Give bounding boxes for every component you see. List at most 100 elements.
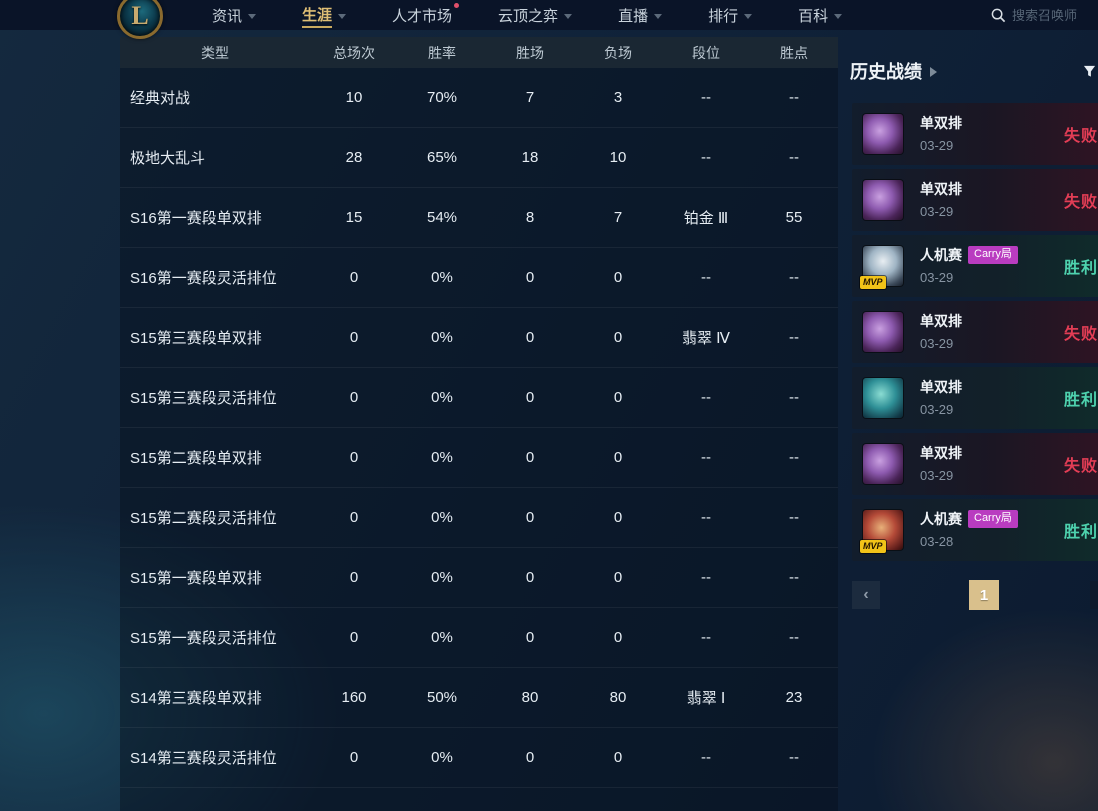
champion-avatar	[863, 378, 903, 418]
cell-lp: --	[789, 329, 799, 346]
cell-losses: 0	[613, 269, 623, 286]
cell-tier: --	[701, 509, 711, 526]
cell-winrate: 50%	[426, 689, 458, 706]
cell-losses: 0	[613, 749, 623, 766]
history-title[interactable]: 历史战绩	[850, 62, 922, 82]
nav-item-news[interactable]: 资讯	[212, 0, 257, 30]
lol-logo[interactable]: L	[117, 0, 163, 39]
cell-total: 160	[341, 689, 367, 706]
cell-losses: 3	[613, 89, 623, 106]
career-stats-table: 类型 总场次 胜率 胜场 负场 段位 胜点 经典对战 10 70% 7 3 --…	[120, 37, 838, 811]
chevron-down-icon	[338, 13, 347, 19]
match-type: 人机赛	[920, 511, 962, 527]
match-result: 胜利	[1064, 392, 1098, 409]
match-item[interactable]: 单双排 03-29 失败	[852, 301, 1098, 363]
champion-avatar: MVP	[860, 510, 903, 553]
cell-lp: 55	[785, 209, 803, 226]
table-row: S15第三赛段灵活排位 0 0% 0 0 -- --	[120, 368, 838, 428]
match-list: 单双排 03-29 失败 单双排 03-29 失败 MVP	[845, 103, 1098, 561]
top-navbar: 资讯 生涯 人才市场 云顶之弈 直播 排行 百科	[0, 0, 1098, 30]
cell-type: S14第三赛段单双排	[130, 690, 262, 707]
cell-winrate: 54%	[426, 209, 458, 226]
cell-lp: --	[789, 749, 799, 766]
match-date: 03-29	[920, 468, 954, 483]
col-header-tier: 段位	[692, 44, 720, 61]
cell-losses: 0	[613, 329, 623, 346]
table-header-row: 类型 总场次 胜率 胜场 负场 段位 胜点	[120, 37, 838, 68]
match-date: 03-29	[920, 270, 954, 285]
nav-label: 资讯	[212, 8, 243, 25]
match-item[interactable]: 单双排 03-29 胜利	[852, 367, 1098, 429]
match-type: 单双排	[920, 115, 962, 131]
cell-wins: 0	[525, 569, 535, 586]
nav-item-career[interactable]: 生涯	[302, 0, 347, 30]
match-type: 单双排	[920, 379, 962, 395]
table-row: S15第一赛段灵活排位 0 0% 0 0 -- --	[120, 608, 838, 668]
cell-lp: --	[789, 89, 799, 106]
champion-avatar	[863, 180, 903, 220]
cell-losses: 0	[613, 629, 623, 646]
nav-item-ranking[interactable]: 排行	[708, 0, 753, 30]
cell-losses: 0	[613, 389, 623, 406]
cell-total: 0	[349, 269, 359, 286]
search-icon[interactable]	[991, 8, 1006, 23]
match-item[interactable]: MVP 人机赛 Carry局 03-28 胜利	[852, 499, 1098, 561]
cell-winrate: 0%	[431, 749, 453, 766]
cell-tier: 铂金 Ⅲ	[683, 210, 729, 227]
nav-item-wiki[interactable]: 百科	[798, 0, 843, 30]
cell-lp: 23	[785, 689, 803, 706]
cell-total: 15	[345, 209, 363, 226]
nav-label: 排行	[708, 8, 739, 25]
filter-button[interactable]: 筛选	[1083, 62, 1098, 81]
match-result: 失败	[1064, 194, 1098, 211]
champion-avatar	[863, 312, 903, 352]
table-row: S15第一赛段单双排 0 0% 0 0 -- --	[120, 548, 838, 608]
pagination-page-1[interactable]: 1	[969, 580, 999, 610]
nav-label: 人才市场	[392, 8, 453, 25]
nav-item-tft[interactable]: 云顶之弈	[498, 0, 573, 30]
match-item[interactable]: 单双排 03-29 失败	[852, 103, 1098, 165]
lol-logo-letter: L	[131, 1, 149, 30]
cell-wins: 0	[525, 329, 535, 346]
match-date: 03-29	[920, 336, 954, 351]
table-row: 经典对战 10 70% 7 3 -- --	[120, 68, 838, 128]
cell-wins: 0	[525, 449, 535, 466]
champion-avatar	[863, 114, 903, 154]
cell-tier: --	[701, 749, 711, 766]
carry-badge: Carry局	[968, 246, 1018, 264]
cell-wins: 8	[525, 209, 535, 226]
cell-winrate: 0%	[431, 569, 453, 586]
chevron-down-icon	[654, 13, 663, 19]
mvp-badge: MVP	[860, 540, 886, 553]
cell-total: 0	[349, 389, 359, 406]
nav-item-live[interactable]: 直播	[618, 0, 663, 30]
cell-total: 10	[345, 89, 363, 106]
pagination-next-button[interactable]: ›	[1090, 581, 1098, 609]
search-input[interactable]	[1012, 7, 1092, 23]
chevron-down-icon	[834, 13, 843, 19]
cell-winrate: 65%	[426, 149, 458, 166]
match-item[interactable]: 单双排 03-29 失败	[852, 433, 1098, 495]
match-type: 单双排	[920, 313, 962, 329]
cell-total: 0	[349, 329, 359, 346]
cell-wins: 18	[521, 149, 539, 166]
col-header-losses: 负场	[604, 44, 632, 61]
cell-losses: 0	[613, 569, 623, 586]
cell-tier: 翡翠 Ⅰ	[686, 690, 726, 707]
mvp-badge: MVP	[860, 276, 886, 289]
match-item[interactable]: 单双排 03-29 失败	[852, 169, 1098, 231]
cell-type: S15第三赛段单双排	[130, 330, 262, 347]
cell-tier: --	[701, 389, 711, 406]
cell-losses: 0	[613, 449, 623, 466]
col-header-lp: 胜点	[780, 44, 808, 61]
match-item[interactable]: MVP 人机赛 Carry局 03-29 胜利	[852, 235, 1098, 297]
filter-funnel-icon	[1083, 65, 1096, 77]
match-type: 人机赛	[920, 247, 962, 263]
match-date: 03-28	[920, 534, 954, 549]
pagination-prev-button[interactable]: ‹	[852, 581, 880, 609]
cell-tier: --	[701, 629, 711, 646]
summoner-search	[991, 0, 1092, 30]
cell-wins: 0	[525, 509, 535, 526]
nav-item-talent-market[interactable]: 人才市场	[392, 0, 460, 30]
match-result: 失败	[1064, 128, 1098, 145]
